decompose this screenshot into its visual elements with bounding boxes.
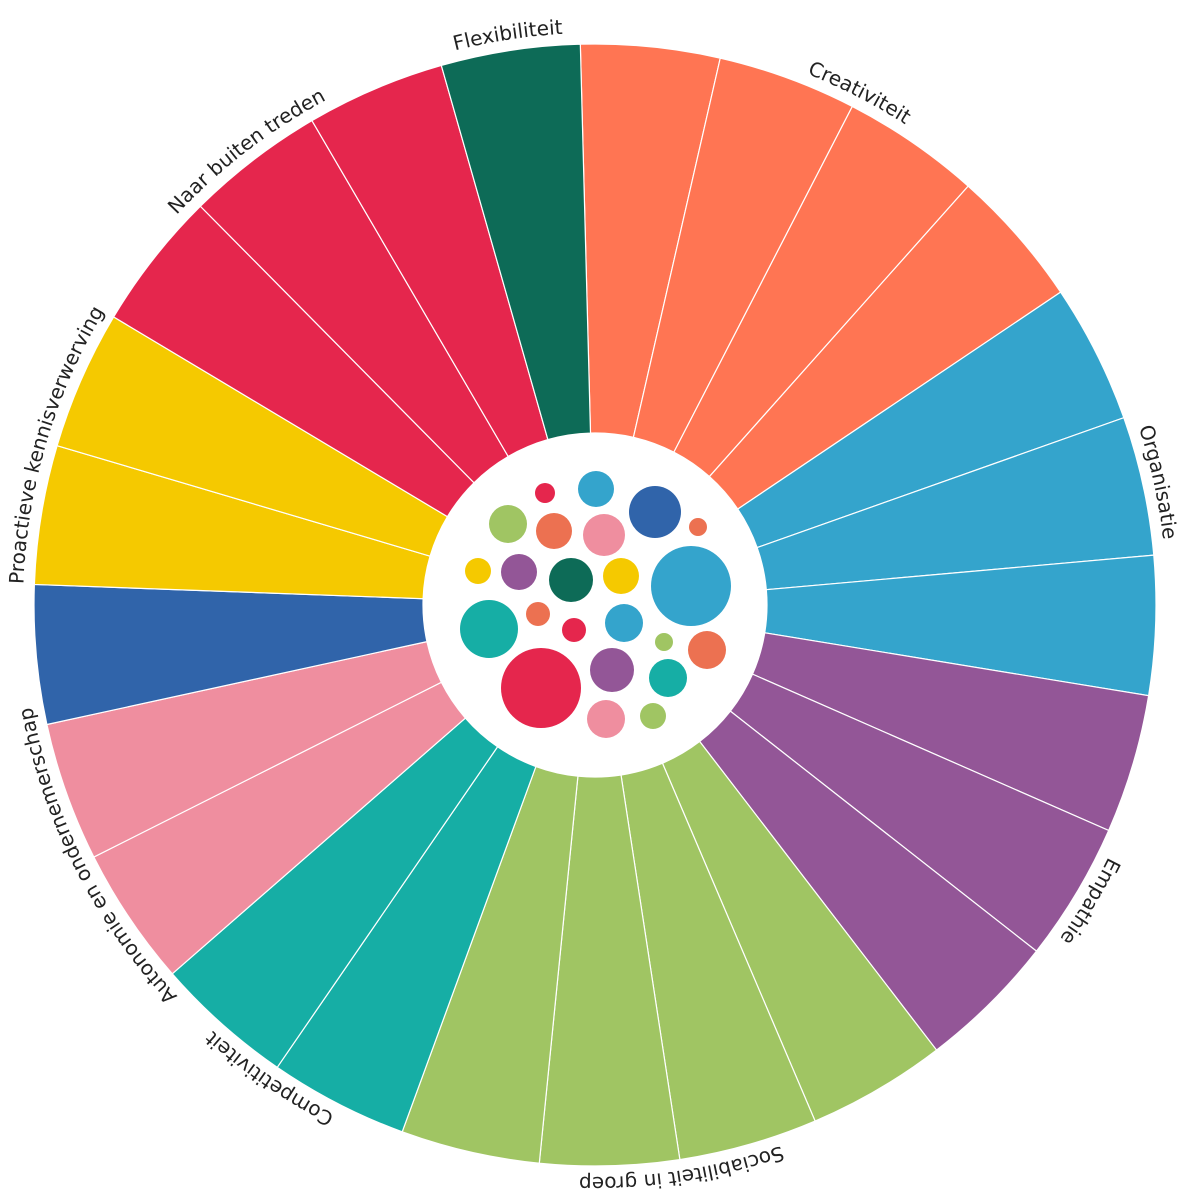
bubble-9[interactable] <box>501 554 537 590</box>
bubble-7[interactable] <box>689 518 707 536</box>
bubble-15[interactable] <box>562 618 586 642</box>
bubble-2[interactable] <box>578 471 614 507</box>
bubble-10[interactable] <box>549 558 593 602</box>
bubble-4[interactable] <box>489 505 527 543</box>
bubble-6[interactable] <box>583 514 625 556</box>
bubble-1[interactable] <box>535 483 555 503</box>
bubble-11[interactable] <box>603 558 639 594</box>
bubble-3[interactable] <box>629 486 681 538</box>
bubble-19[interactable] <box>501 648 581 728</box>
bubble-13[interactable] <box>460 600 518 658</box>
segments-layer <box>33 43 1157 1167</box>
bubbles-layer <box>460 471 731 738</box>
bubble-14[interactable] <box>526 602 550 626</box>
bubble-8[interactable] <box>465 558 491 584</box>
bubble-22[interactable] <box>587 700 625 738</box>
bubble-23[interactable] <box>640 703 666 729</box>
bubble-17[interactable] <box>655 633 673 651</box>
bubble-20[interactable] <box>590 648 634 692</box>
bubble-5[interactable] <box>536 513 572 549</box>
bubble-21[interactable] <box>649 659 687 697</box>
bubble-18[interactable] <box>688 631 726 669</box>
bubble-12[interactable] <box>651 546 731 626</box>
bubble-16[interactable] <box>605 604 643 642</box>
